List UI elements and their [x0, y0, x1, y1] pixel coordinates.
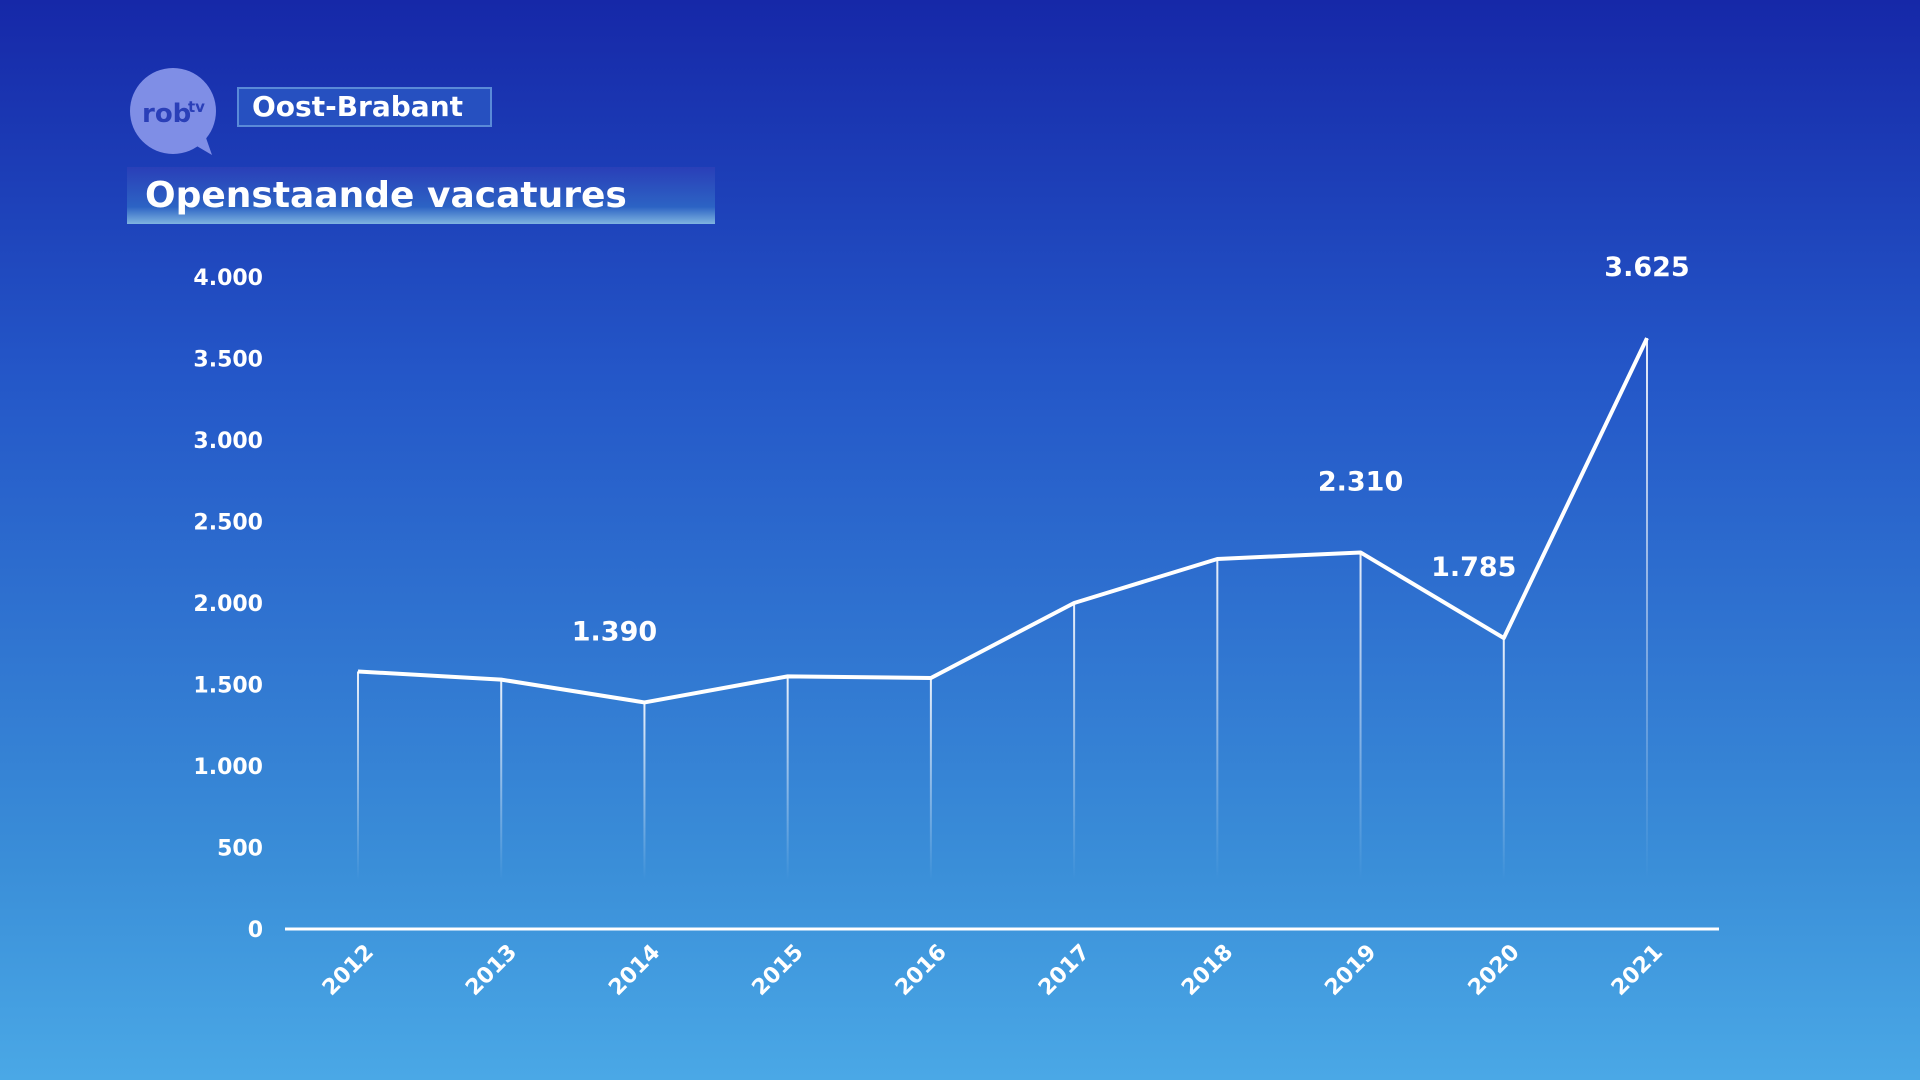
- y-tick-label: 0: [248, 918, 263, 943]
- y-tick-label: 3.000: [193, 429, 263, 454]
- y-tick-label: 2.500: [193, 511, 263, 536]
- region: Oost-Brabant: [252, 90, 463, 123]
- drop-line: [500, 679, 503, 880]
- title-box: [127, 167, 715, 224]
- y-tick-label: 1.500: [193, 674, 263, 699]
- y-tick-label: 2.000: [193, 592, 263, 617]
- value-label: 1.785: [1431, 552, 1516, 583]
- drop-line: [1502, 638, 1505, 880]
- drop-line: [1216, 558, 1219, 880]
- drop-line: [929, 677, 932, 880]
- drop-line: [1073, 603, 1076, 880]
- logo: rob tv: [130, 68, 216, 155]
- y-tick-label: 1.000: [193, 755, 263, 780]
- drop-line: [643, 702, 646, 880]
- logo-sup: tv: [188, 98, 205, 116]
- value-label: 1.390: [572, 616, 657, 647]
- logo-tail: [195, 135, 212, 155]
- drop-line: [1359, 552, 1362, 880]
- y-tick-label: 3.500: [193, 348, 263, 373]
- value-label: 2.310: [1318, 466, 1403, 497]
- region-box: [237, 87, 492, 127]
- value-label: 3.625: [1604, 252, 1689, 283]
- drop-line: [1646, 338, 1648, 880]
- y-tick-label: 4.000: [193, 266, 263, 291]
- logo-bubble: [130, 68, 216, 154]
- drop-line: [357, 671, 359, 880]
- logo-text: rob: [142, 99, 191, 129]
- y-tick-label: 500: [217, 837, 263, 862]
- data-line: [357, 337, 1649, 705]
- drop-line: [786, 676, 789, 880]
- chart-title: Openstaande vacatures: [145, 175, 627, 216]
